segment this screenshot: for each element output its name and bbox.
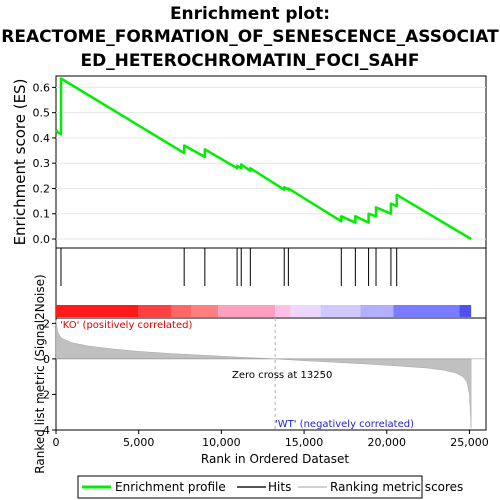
chart-title-line-2: REACTOME_FORMATION_OF_SENESCENCE_ASSOCIA… bbox=[1, 27, 499, 47]
wt-label: 'WT' (negatively correlated) bbox=[275, 419, 414, 430]
es-panel-frame bbox=[55, 75, 487, 249]
x-axis-label: Rank in Ordered Dataset bbox=[201, 452, 349, 466]
rank-bar-segment bbox=[290, 305, 321, 317]
legend-metric-label: Ranking metric scores bbox=[330, 480, 463, 494]
metric-y-tick-label: 0 bbox=[43, 353, 50, 366]
rank-color-bar bbox=[56, 305, 472, 317]
metric-y-tick-label: -4 bbox=[39, 424, 50, 437]
rank-bar-segment bbox=[138, 305, 172, 317]
x-tick-label: 5,000 bbox=[123, 436, 155, 449]
legend-profile-label: Enrichment profile bbox=[115, 480, 226, 494]
rank-bar-segment bbox=[191, 305, 219, 317]
metric-y-tick-label: 2 bbox=[43, 317, 50, 330]
metric-layer bbox=[55, 318, 486, 430]
legend: Enrichment profile Hits Ranking metric s… bbox=[77, 475, 463, 499]
x-tick-label: 15,000 bbox=[285, 436, 324, 449]
chart-title-line-3: ED_HETEROCHROMATIN_FOCI_SAHF bbox=[80, 51, 419, 71]
x-tick-label: 20,000 bbox=[368, 436, 407, 449]
rank-bar-segment bbox=[360, 305, 394, 317]
metric-y-ticks: -4 -2 0 2 bbox=[39, 317, 56, 437]
hits-layer bbox=[60, 248, 398, 286]
rank-bar-segment bbox=[459, 305, 472, 317]
rank-bar-segment bbox=[320, 305, 361, 317]
es-y-tick-label: 0.1 bbox=[33, 208, 51, 221]
chart-title-line-1: Enrichment plot: bbox=[170, 4, 330, 24]
es-line-layer bbox=[55, 77, 472, 241]
es-y-tick-label: 0.4 bbox=[33, 132, 51, 145]
rank-bar-segment bbox=[275, 305, 291, 317]
es-gridlines bbox=[56, 86, 486, 240]
es-y-tick-label: 0.0 bbox=[33, 233, 51, 246]
es-y-tick-label: 0.2 bbox=[33, 182, 51, 195]
x-tick-label: 0 bbox=[53, 436, 60, 449]
enrichment-profile-line bbox=[55, 77, 472, 241]
x-tick-label: 10,000 bbox=[202, 436, 241, 449]
metric-y-axis-label: Ranked list metric (Signal2Noise) bbox=[33, 274, 47, 473]
rank-bar-segment bbox=[393, 305, 460, 317]
rank-bar-segment bbox=[56, 305, 139, 317]
metric-y-tick-label: -2 bbox=[39, 388, 50, 401]
metric-panel-frame bbox=[55, 317, 487, 431]
es-y-tick-label: 0.3 bbox=[33, 157, 51, 170]
ko-label: 'KO' (positively correlated) bbox=[60, 320, 192, 331]
legend-hits-label: Hits bbox=[268, 480, 291, 494]
es-y-ticks: 0.0 0.1 0.2 0.3 0.4 0.5 0.6 bbox=[33, 81, 56, 246]
x-tick-label: 25,000 bbox=[450, 436, 489, 449]
es-y-axis-label: Enrichment score (ES) bbox=[11, 79, 29, 246]
es-y-tick-label: 0.5 bbox=[33, 107, 51, 120]
ranking-metric-area bbox=[55, 319, 472, 429]
zero-cross-label: Zero cross at 13250 bbox=[232, 370, 332, 381]
x-ticks: 0 5,000 10,000 15,000 20,000 25,000 bbox=[53, 430, 489, 449]
rank-bar-segment bbox=[218, 305, 276, 317]
rank-bar-segment bbox=[171, 305, 192, 317]
es-y-tick-label: 0.6 bbox=[33, 81, 51, 94]
